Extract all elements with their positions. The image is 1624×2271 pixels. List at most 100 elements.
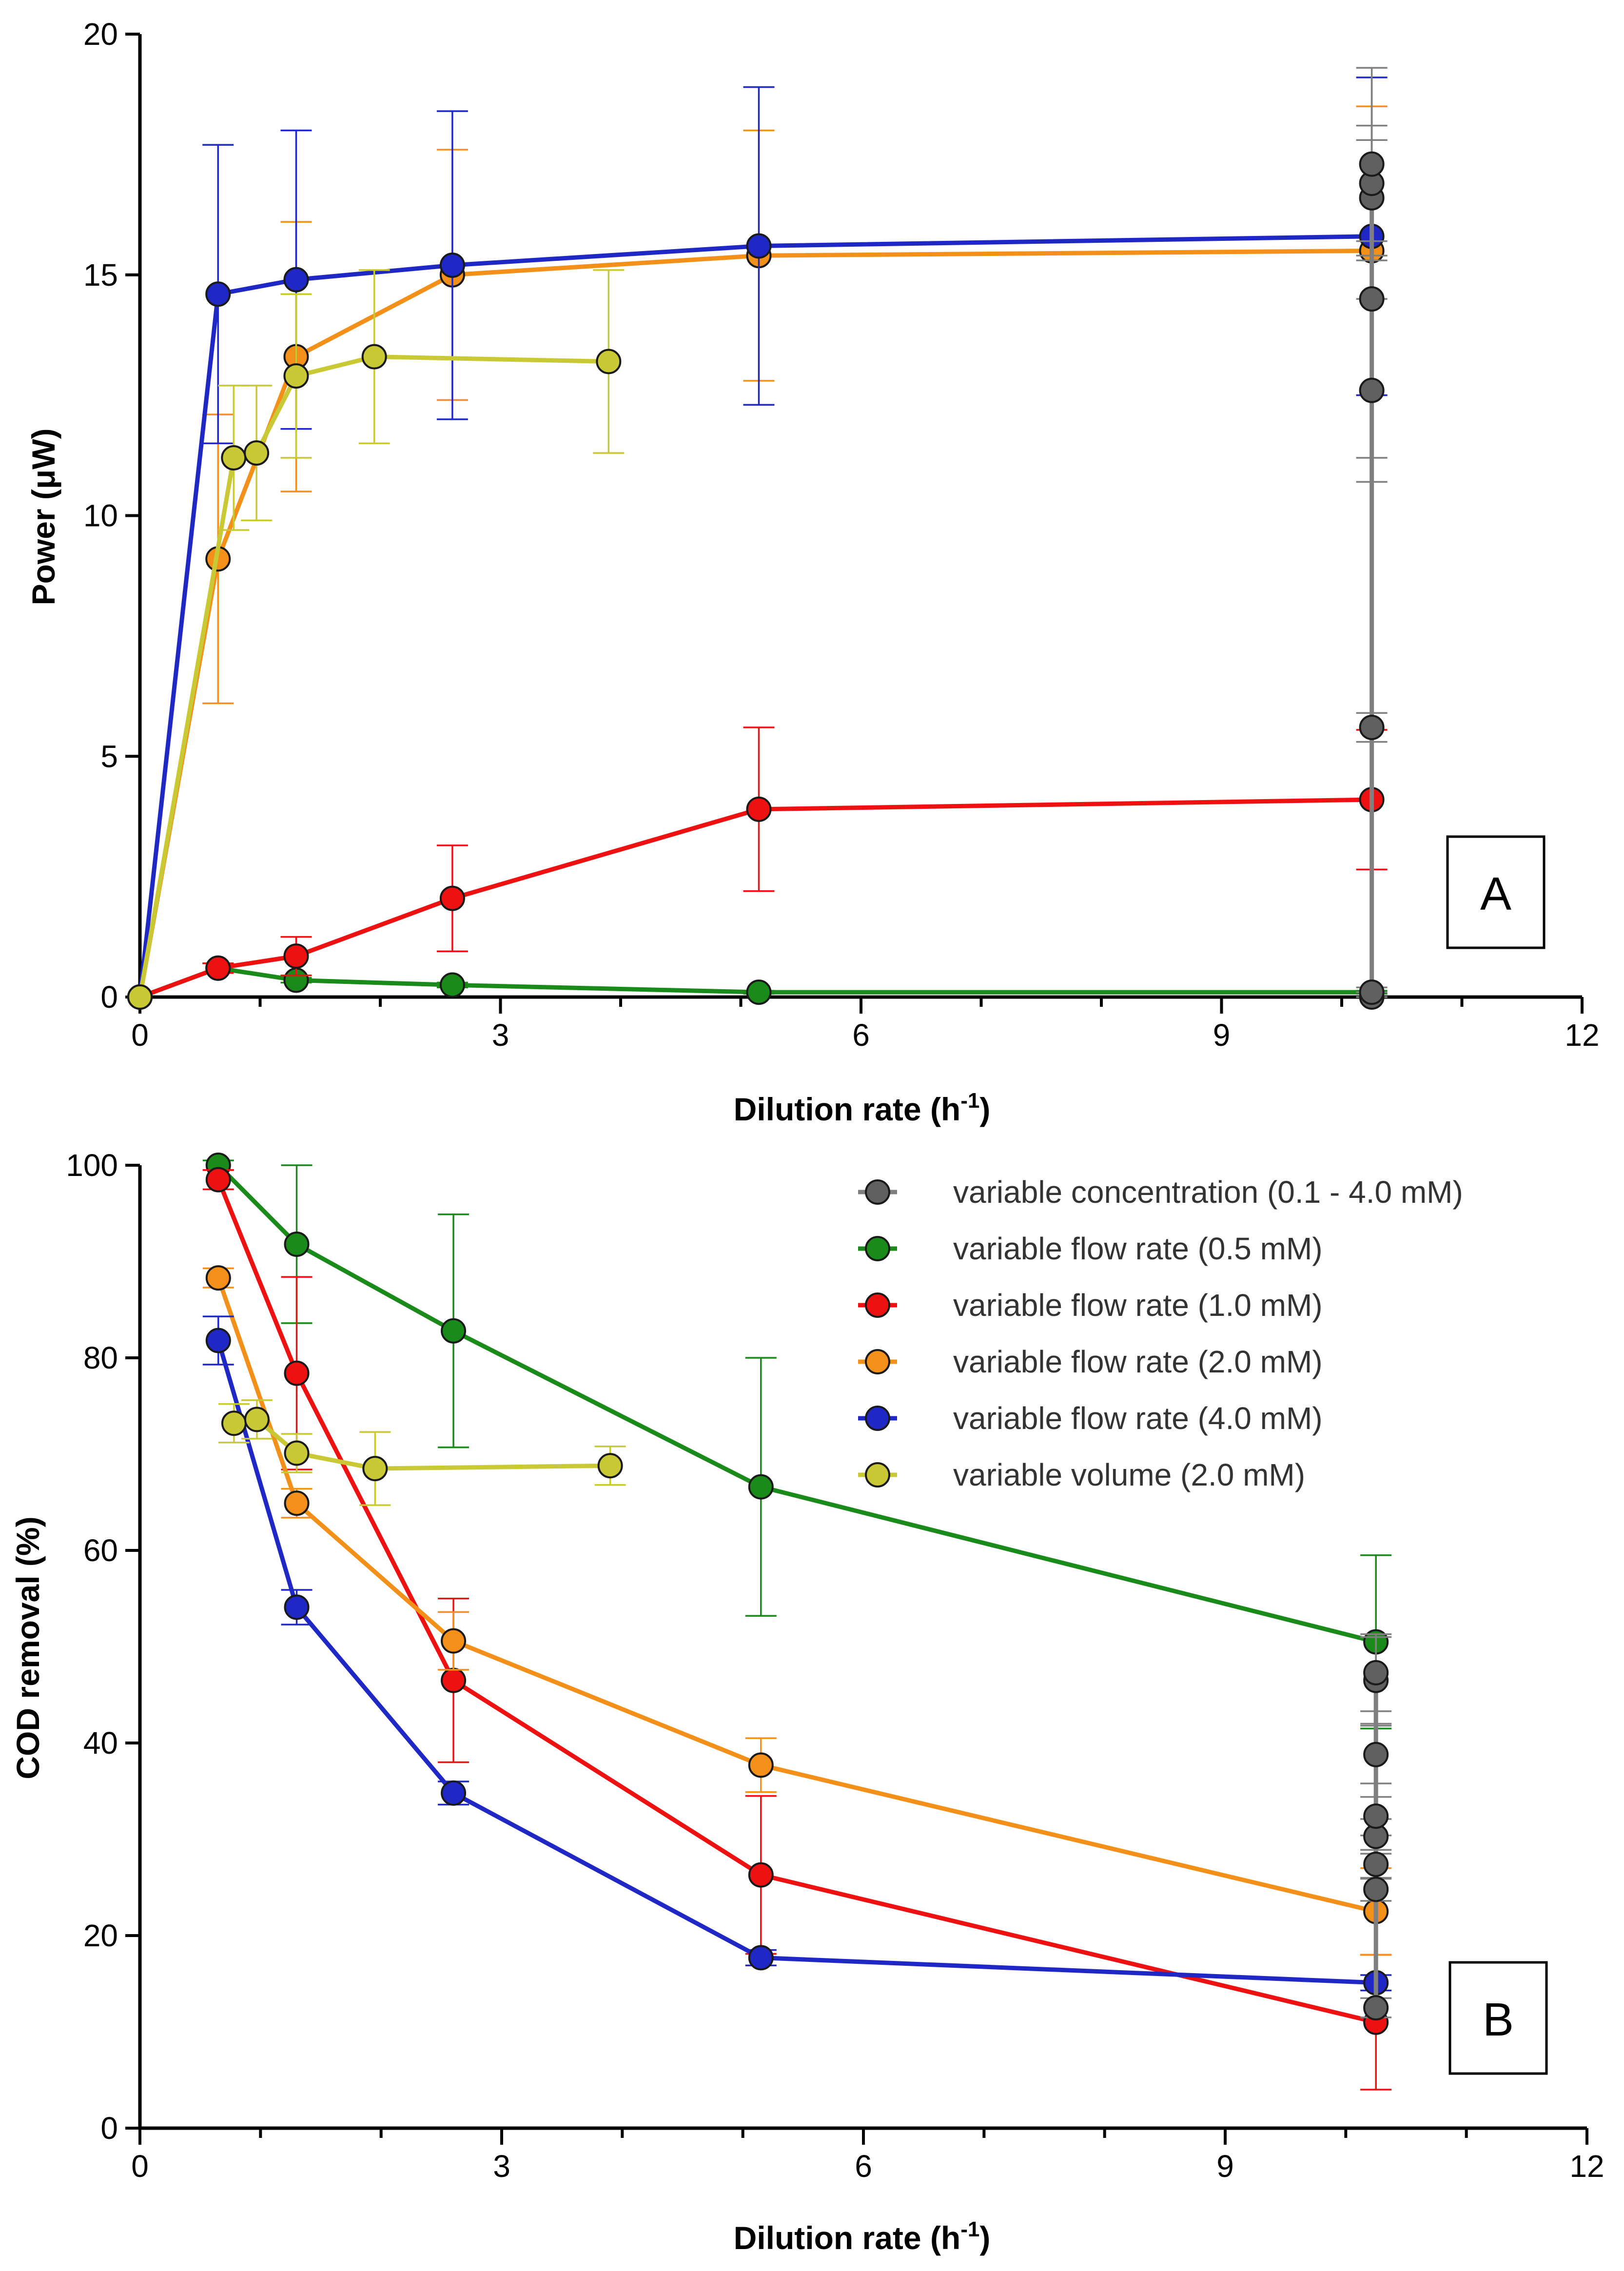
- data-point: [284, 1231, 310, 1257]
- data-point: [1363, 1742, 1389, 1767]
- data-point: [441, 1780, 467, 1806]
- legend-marker: [865, 1349, 890, 1374]
- data-point: [127, 984, 153, 1010]
- legend-label: variable flow rate (1.0 mM): [953, 1288, 1323, 1323]
- data-point: [221, 445, 247, 470]
- data-point: [283, 363, 309, 389]
- data-point: [597, 1453, 623, 1479]
- series-line: [137, 248, 1372, 998]
- data-point: [205, 1328, 231, 1353]
- data-point: [284, 1440, 310, 1466]
- legend-item: variable volume (2.0 mM): [858, 1457, 1305, 1492]
- data-point: [1363, 1851, 1389, 1877]
- x-tick-label: 9: [1216, 2149, 1234, 2184]
- series-variable-concentration-0-1-4-0-mm-: [1360, 1633, 1392, 2021]
- data-point: [244, 1407, 270, 1432]
- data-point: [1359, 151, 1385, 177]
- data-point: [748, 1474, 774, 1500]
- series-line: [139, 797, 1372, 999]
- legend-item: variable flow rate (2.0 mM): [858, 1344, 1323, 1379]
- series-variable-volume-2-0-mm-: [127, 269, 625, 1010]
- series-variable-volume-2-0-mm-: [218, 1399, 626, 1506]
- x-tick-label: 12: [1565, 1018, 1599, 1053]
- series-line: [137, 234, 1372, 998]
- data-point: [439, 885, 465, 911]
- y-tick-label: 0: [100, 979, 118, 1015]
- y-tick-label: 0: [100, 2111, 118, 2146]
- legend-marker: [865, 1179, 890, 1205]
- data-point: [283, 267, 309, 293]
- panel-b-label: B: [1483, 1994, 1514, 2046]
- y-tick-label: 5: [100, 739, 118, 774]
- legend-label: variable volume (2.0 mM): [953, 1457, 1305, 1492]
- x-tick-label: 3: [493, 2149, 510, 2184]
- y-tick-label: 15: [83, 257, 118, 293]
- legend-item: variable flow rate (0.5 mM): [858, 1231, 1323, 1266]
- series-variable-flow-rate-2-0-mm-: [202, 1265, 1392, 1956]
- legend: variable concentration (0.1 - 4.0 mM) var…: [858, 1175, 1463, 1492]
- data-point: [746, 979, 772, 1005]
- data-point: [1359, 979, 1385, 1005]
- legend-item: variable flow rate (1.0 mM): [858, 1288, 1323, 1323]
- legend-label: variable flow rate (4.0 mM): [953, 1401, 1323, 1436]
- data-point: [746, 796, 772, 822]
- data-point: [361, 344, 387, 370]
- legend-marker: [865, 1462, 890, 1488]
- x-tick-label: 6: [855, 2149, 872, 2184]
- data-point: [1359, 377, 1385, 403]
- series-line: [137, 354, 609, 998]
- data-point: [284, 1490, 310, 1516]
- legend-item: variable flow rate (4.0 mM): [858, 1401, 1323, 1436]
- legend-label: variable flow rate (2.0 mM): [953, 1344, 1323, 1379]
- data-point: [284, 1594, 310, 1620]
- y-tick-label: 20: [83, 17, 118, 52]
- legend-label: variable concentration (0.1 - 4.0 mM): [953, 1175, 1463, 1210]
- data-point: [1363, 1803, 1389, 1829]
- data-point: [205, 1167, 231, 1193]
- data-point: [1363, 1660, 1389, 1685]
- data-point: [1363, 1877, 1389, 1902]
- panel-a-label-box: [1446, 835, 1546, 949]
- data-point: [1363, 1995, 1389, 2021]
- data-point: [748, 1862, 774, 1888]
- data-point: [283, 943, 309, 969]
- data-point: [439, 972, 465, 998]
- panel-b-cod-chart: 0 3 6 9 12 0 20 40 60 80 100 Dilution rate (h-1) C…: [10, 1148, 1604, 2256]
- data-point: [596, 349, 622, 374]
- data-point: [441, 1628, 467, 1654]
- x-tick-label: 0: [131, 2149, 149, 2184]
- data-point: [221, 1410, 247, 1436]
- data-point: [439, 253, 465, 278]
- series-variable-flow-rate-1-0-mm-: [127, 726, 1388, 1010]
- series-variable-flow-rate-0-5-mm-: [127, 955, 1388, 1010]
- data-point: [746, 233, 772, 259]
- legend-item: variable concentration (0.1 - 4.0 mM): [858, 1175, 1463, 1210]
- data-point: [205, 1265, 231, 1291]
- data-point: [205, 955, 231, 981]
- panel-b-label-box: [1448, 1961, 1548, 2075]
- data-point: [1359, 286, 1385, 312]
- data-point: [1359, 715, 1385, 740]
- legend-marker: [865, 1406, 890, 1431]
- x-tick-label: 9: [1213, 1018, 1231, 1053]
- data-point: [244, 440, 270, 466]
- legend-marker: [865, 1236, 890, 1261]
- series-variable-flow-rate-4-0-mm-: [127, 77, 1388, 1010]
- y-tick-label: 20: [83, 1918, 118, 1953]
- series-variable-concentration-0-1-4-0-mm-: [1356, 67, 1388, 1010]
- data-point: [205, 281, 231, 307]
- legend-marker: [865, 1292, 890, 1318]
- data-point: [748, 1945, 774, 1971]
- y-tick-label: 100: [66, 1148, 118, 1183]
- data-point: [441, 1318, 467, 1344]
- data-point: [441, 1667, 467, 1693]
- panel-b-x-axis-title: Dilution rate (h-1): [734, 2217, 991, 2256]
- x-tick-label: 6: [852, 1018, 870, 1053]
- panel-a-y-axis-title: Power (μW): [25, 428, 61, 605]
- panel-a-x-axis-title: Dilution rate (h-1): [734, 1089, 991, 1127]
- series-line: [216, 1340, 1376, 1985]
- legend-label: variable flow rate (0.5 mM): [953, 1231, 1323, 1266]
- x-tick-label: 12: [1569, 2149, 1604, 2184]
- panel-a-label: A: [1480, 868, 1511, 920]
